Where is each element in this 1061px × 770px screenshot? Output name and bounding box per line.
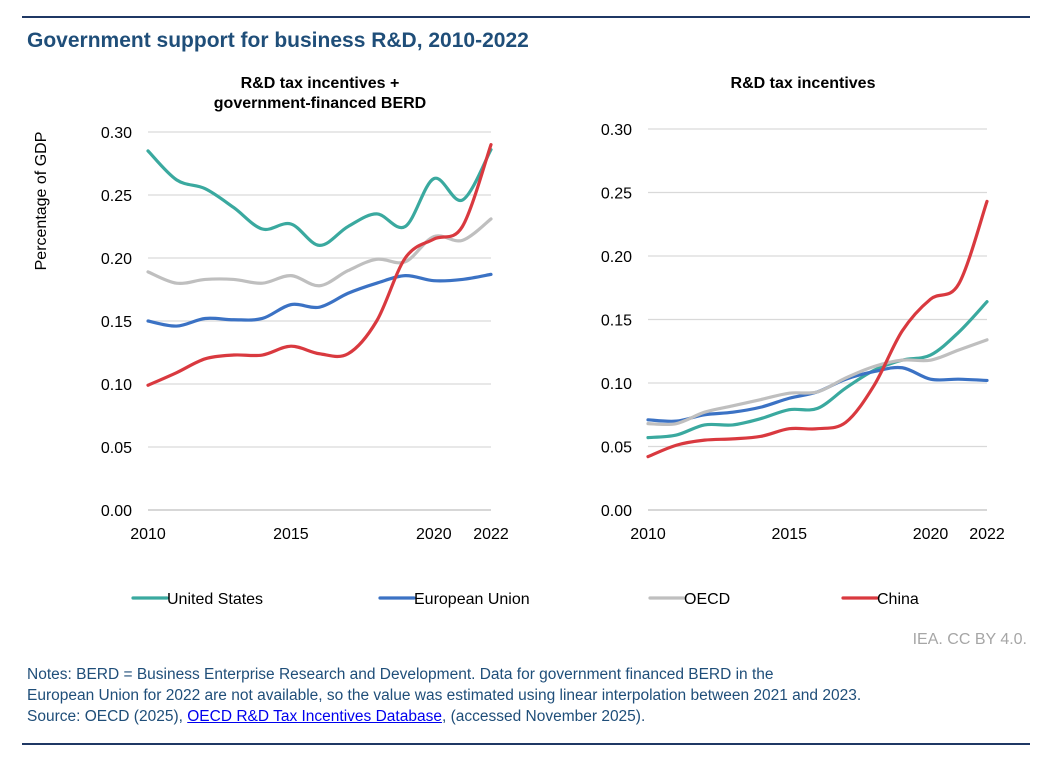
notes-line-2: European Union for 2022 are not availabl… [27, 687, 862, 704]
source-suffix: , (accessed November 2025). [441, 708, 646, 725]
chart-2-series-oecd [646, 338, 989, 427]
source-line: Source: OECD (2025), OECD R&D Tax Incent… [27, 706, 1037, 727]
chart-1-x-tick-label: 2022 [473, 526, 509, 543]
chart-1-y-tick-label: 0.10 [101, 377, 132, 394]
chart-1-series-china [146, 143, 493, 387]
chart-2-series-china [646, 199, 989, 459]
legend-label-european-union: European Union [414, 591, 530, 608]
chart-1-x-tick-label: 2020 [416, 526, 452, 543]
chart-1-series-united-states [146, 148, 493, 247]
notes-block: Notes: BERD = Business Enterprise Resear… [27, 664, 1037, 727]
chart-2-x-tick-label: 2022 [969, 526, 1005, 543]
chart-1-y-tick-label: 0.20 [101, 251, 132, 268]
chart-1-y-tick-label: 0.15 [101, 314, 132, 331]
chart-1-y-tick-label: 0.25 [101, 188, 132, 205]
chart-1-x-tick-label: 2015 [273, 526, 309, 543]
chart-2-y-tick-label: 0.20 [601, 249, 632, 266]
figure-title: Government support for business R&D, 201… [27, 29, 529, 52]
chart-2-y-tick-label: 0.00 [601, 503, 632, 520]
chart-1-title-line: government-financed BERD [214, 95, 426, 112]
chart-1-title-line: R&D tax incentives + [241, 75, 400, 92]
chart-2-y-tick-label: 0.10 [601, 376, 632, 393]
source-prefix: Source: OECD (2025), [27, 708, 188, 725]
chart-2-y-tick-label: 0.25 [601, 186, 632, 203]
bottom-rule [22, 743, 1030, 745]
chart-2-y-tick-label: 0.30 [601, 122, 632, 139]
top-rule [22, 16, 1030, 18]
chart-1-series-oecd [146, 217, 493, 288]
legend-label-oecd: OECD [684, 591, 730, 608]
chart-2-y-tick-label: 0.15 [601, 313, 632, 330]
chart-1-y-tick-label: 0.05 [101, 440, 132, 457]
chart-1-x-tick-label: 2010 [130, 526, 166, 543]
chart-2-series-united-states [646, 300, 989, 440]
chart-2-y-tick-label: 0.05 [601, 440, 632, 457]
chart-1-y-tick-label: 0.00 [101, 503, 132, 520]
legend-label-china: China [877, 591, 919, 608]
notes-line-1: Notes: BERD = Business Enterprise Resear… [27, 666, 774, 683]
chart-2-x-tick-label: 2015 [771, 526, 807, 543]
chart-2-x-tick-label: 2020 [913, 526, 949, 543]
chart-1-y-tick-label: 0.30 [101, 125, 132, 142]
chart-2-title-line: R&D tax incentives [731, 75, 876, 92]
chart-1-y-axis-label: Percentage of GDP [33, 132, 50, 271]
chart-2-x-tick-label: 2010 [630, 526, 666, 543]
chart-1-series-european-union [146, 272, 493, 328]
source-link[interactable]: OECD R&D Tax Incentives Database [187, 708, 442, 725]
credit-text: IEA. CC BY 4.0. [912, 631, 1027, 648]
legend-label-united-states: United States [167, 591, 263, 608]
